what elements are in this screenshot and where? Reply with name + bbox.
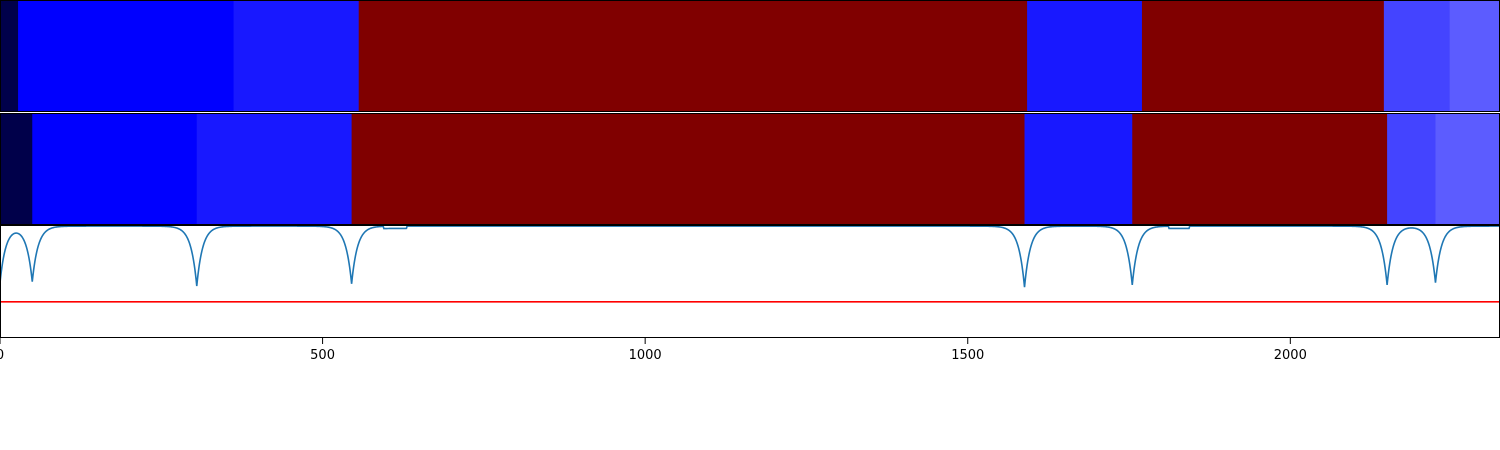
heatmap-segment bbox=[196, 113, 353, 225]
heatmap-segment bbox=[0, 0, 19, 112]
x-tick-label: 0 bbox=[0, 348, 4, 363]
heatmap-segment bbox=[1027, 0, 1143, 112]
heatmap-segment bbox=[1141, 0, 1385, 112]
x-tick-label: 1500 bbox=[951, 348, 984, 363]
heatmap-segment bbox=[1435, 113, 1500, 225]
heatmap-segment bbox=[358, 0, 1028, 112]
heatmap-segment bbox=[1449, 0, 1500, 112]
heatmap-segment bbox=[0, 113, 33, 225]
heatmap-row-2 bbox=[0, 113, 1500, 225]
line-panel-background bbox=[0, 225, 1500, 338]
x-axis: 0 500 1000 1500 2000 bbox=[0, 338, 1307, 363]
heatmap-segment bbox=[1024, 113, 1133, 225]
x-tick-label: 1000 bbox=[629, 348, 662, 363]
score-line-panel bbox=[0, 225, 1500, 338]
heatmap-segment bbox=[18, 0, 235, 112]
heatmap-segment bbox=[1383, 0, 1451, 112]
heatmap-row-1 bbox=[0, 0, 1500, 112]
x-tick-label: 500 bbox=[310, 348, 335, 363]
heatmap-segment bbox=[233, 0, 360, 112]
heatmap-segment bbox=[351, 113, 1026, 225]
score-line bbox=[0, 225, 1500, 288]
x-tick-label: 2000 bbox=[1274, 348, 1307, 363]
heatmap-segment bbox=[1387, 113, 1436, 225]
heatmap-segment bbox=[32, 113, 198, 225]
heatmap-segment bbox=[1132, 113, 1388, 225]
